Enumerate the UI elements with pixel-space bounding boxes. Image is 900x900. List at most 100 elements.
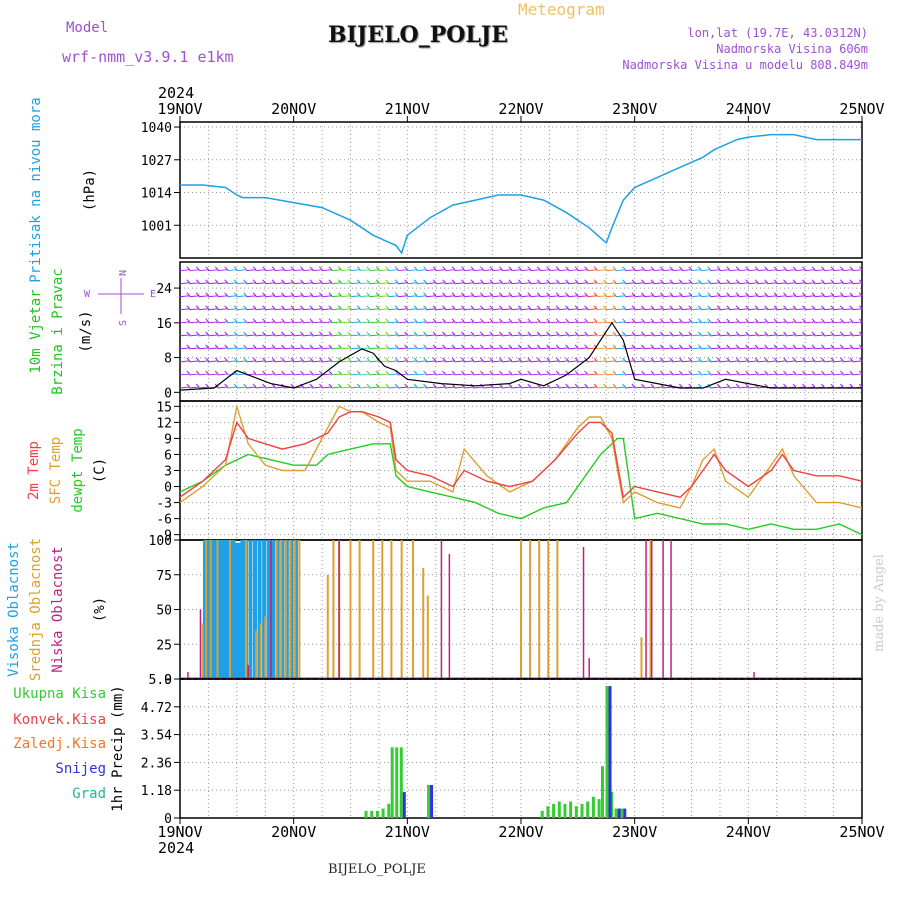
wind-barb [568, 386, 579, 389]
wind-barb-head [337, 370, 342, 375]
wind-barb-head [366, 331, 371, 336]
wind-barb [397, 373, 408, 376]
wind-barb-head [498, 318, 503, 323]
wind-barb-head [451, 305, 456, 310]
temperature-ytick-label: -9 [156, 529, 172, 544]
wind-barb-head [726, 279, 731, 284]
wind-barb-head [849, 331, 854, 336]
bottom-year-label: 2024 [158, 839, 194, 857]
precip-legend-1: Ukupna Kisa [13, 686, 106, 702]
wind-barb [416, 360, 427, 363]
wind-barb [700, 347, 711, 350]
wind-barb [852, 373, 863, 376]
wind-barb [852, 347, 863, 350]
wind-barb-head [300, 266, 304, 271]
wind-barb-head [622, 357, 626, 362]
wind-barb-head [555, 383, 560, 388]
wind-barb [539, 347, 550, 350]
wind-barb-head [252, 279, 257, 284]
wind-barb-head [650, 292, 655, 297]
wind-barb-head [830, 383, 835, 388]
wind-barb [672, 334, 683, 337]
precip-total-bar [557, 801, 561, 818]
wind-barb-head [527, 331, 532, 336]
wind-barb-head [574, 266, 579, 271]
wind-barb [596, 386, 607, 389]
wind-barb-head [678, 292, 683, 297]
wind-barb-head [650, 344, 655, 349]
wind-barb [264, 347, 276, 350]
wind-barb-head [290, 383, 295, 388]
wind-barb [520, 334, 531, 337]
wind-barb-head [489, 318, 494, 323]
wind-ytick-label: 0 [164, 386, 172, 401]
wind-barb-head [716, 305, 721, 310]
wind-barb-head [470, 305, 475, 310]
cloud-mid-bar [264, 616, 267, 679]
wind-barb-head [631, 305, 636, 310]
wind-barb-head [726, 331, 731, 336]
wind-barb [776, 282, 787, 285]
wind-barb [729, 295, 740, 298]
wind-barb [492, 295, 503, 298]
wind-barb [369, 295, 380, 298]
wind-barb [852, 321, 863, 324]
wind-barb [350, 360, 361, 363]
model-elevation-text: Nadmorska Visina u modelu 808.849m [622, 58, 868, 72]
wind-barb [331, 308, 342, 311]
cloud-mid-bar [201, 623, 204, 679]
wind-barb-head [432, 357, 437, 362]
wind-barb [454, 373, 465, 376]
wind-ytick-label: 8 [164, 352, 172, 367]
wind-barb-head [366, 383, 371, 388]
wind-barb [255, 347, 266, 350]
wind-barb [785, 321, 797, 324]
precip-total-bar [387, 803, 391, 818]
wind-barb [473, 373, 484, 376]
wind-barb-head [271, 266, 276, 271]
wind-barb [549, 282, 560, 285]
wind-barb-head [697, 344, 702, 349]
wind-barb-head [745, 305, 749, 310]
wind-barb-head [517, 305, 522, 310]
wind-barb-head [593, 318, 598, 323]
wind-barb [539, 295, 550, 298]
wind-barb [672, 360, 683, 363]
wind-barb-head [641, 344, 645, 349]
cloud-high-bar [257, 540, 262, 679]
wind-barb [710, 321, 721, 324]
cloud-high-bar [234, 542, 239, 679]
wind-barb [520, 295, 531, 298]
wind-barb [852, 308, 863, 311]
wind-barb [643, 347, 654, 350]
wind-barb [274, 373, 285, 376]
wind-barb-head [735, 370, 740, 375]
wind-barb [729, 360, 740, 363]
wind-barb-head [745, 383, 749, 388]
wind-barb-head [849, 305, 854, 310]
wind-barb-head [404, 331, 408, 336]
wind-barb-head [508, 292, 513, 297]
wind-barb [823, 347, 834, 350]
wind-barb [302, 334, 313, 337]
cloud-low-bar [338, 540, 340, 679]
wind-barb [302, 373, 313, 376]
wind-barb [473, 321, 484, 324]
cloud-mid-bar [209, 540, 212, 679]
wind-barb [454, 360, 465, 363]
wind-barb-head [830, 266, 835, 271]
wind-barb [719, 282, 730, 285]
wind-barb [795, 321, 806, 324]
wind-barb [804, 295, 815, 298]
wind-barb [605, 295, 617, 298]
wind-barb-head [593, 305, 598, 310]
wind-barb [511, 308, 522, 311]
wind-barb [369, 386, 380, 389]
wind-barb-head [839, 344, 844, 349]
wind-barb-head [328, 344, 333, 349]
wind-barb [492, 373, 503, 376]
wind-barb [198, 386, 209, 389]
wind-barb [255, 373, 266, 376]
wind-barb [425, 295, 437, 298]
